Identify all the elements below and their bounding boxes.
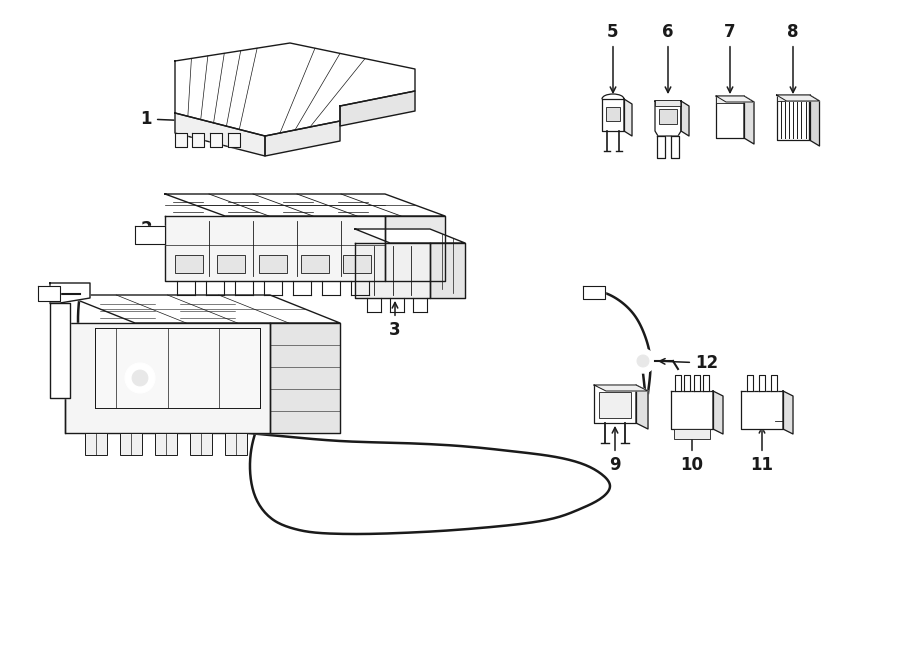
Polygon shape: [583, 286, 605, 299]
Text: 7: 7: [724, 23, 736, 93]
Polygon shape: [636, 385, 648, 429]
Polygon shape: [783, 391, 793, 434]
Bar: [120, 433, 142, 455]
Bar: [190, 433, 212, 455]
Polygon shape: [95, 328, 260, 408]
Polygon shape: [759, 375, 765, 391]
Text: 8: 8: [788, 23, 799, 93]
Text: 9: 9: [609, 428, 621, 474]
Bar: [217, 255, 245, 273]
Polygon shape: [175, 43, 415, 136]
Polygon shape: [270, 323, 340, 433]
Polygon shape: [50, 303, 70, 398]
Polygon shape: [175, 133, 187, 147]
Polygon shape: [675, 375, 681, 391]
Polygon shape: [681, 101, 689, 136]
Polygon shape: [594, 385, 648, 391]
Polygon shape: [809, 95, 820, 146]
Polygon shape: [340, 91, 415, 126]
Polygon shape: [716, 96, 744, 138]
Polygon shape: [716, 96, 754, 102]
Polygon shape: [210, 133, 222, 147]
Text: 10: 10: [680, 428, 704, 474]
Text: 3: 3: [389, 303, 400, 339]
Polygon shape: [771, 375, 777, 391]
Polygon shape: [694, 375, 700, 391]
Text: 1: 1: [140, 110, 191, 128]
Polygon shape: [602, 99, 624, 131]
Polygon shape: [50, 283, 90, 303]
Text: 5: 5: [608, 23, 619, 93]
Bar: [599, 392, 631, 418]
Polygon shape: [655, 101, 681, 136]
Bar: [674, 429, 710, 439]
Bar: [655, 100, 681, 106]
Text: 2: 2: [140, 220, 191, 238]
Polygon shape: [777, 95, 820, 101]
Text: 12: 12: [660, 354, 718, 372]
Bar: [659, 109, 677, 124]
Bar: [225, 433, 247, 455]
Bar: [175, 255, 203, 273]
Polygon shape: [355, 243, 430, 298]
Polygon shape: [385, 216, 445, 281]
Polygon shape: [430, 243, 465, 298]
Bar: [343, 255, 371, 273]
Polygon shape: [777, 95, 809, 140]
Polygon shape: [747, 375, 753, 391]
Polygon shape: [741, 391, 783, 429]
Polygon shape: [65, 295, 340, 323]
Polygon shape: [65, 323, 270, 433]
Polygon shape: [175, 113, 265, 156]
Bar: [777, 94, 809, 101]
Polygon shape: [703, 375, 709, 391]
Circle shape: [631, 349, 655, 373]
Polygon shape: [671, 136, 679, 158]
Circle shape: [132, 370, 148, 386]
Polygon shape: [657, 136, 665, 158]
Bar: [301, 255, 329, 273]
Polygon shape: [624, 99, 632, 136]
Polygon shape: [265, 121, 340, 156]
Polygon shape: [594, 385, 636, 423]
Polygon shape: [355, 229, 465, 243]
Polygon shape: [165, 216, 385, 281]
Circle shape: [637, 355, 649, 367]
Bar: [259, 255, 287, 273]
Polygon shape: [744, 96, 754, 144]
Bar: [606, 107, 620, 121]
Bar: [155, 433, 177, 455]
Text: 11: 11: [751, 428, 773, 474]
Text: 6: 6: [662, 23, 674, 93]
Polygon shape: [192, 133, 204, 147]
Bar: [85, 433, 107, 455]
Polygon shape: [38, 286, 60, 301]
Bar: [716, 95, 744, 103]
Polygon shape: [135, 226, 165, 244]
Polygon shape: [671, 391, 713, 429]
Polygon shape: [684, 375, 690, 391]
Polygon shape: [228, 133, 240, 147]
Text: 4: 4: [63, 330, 111, 348]
Circle shape: [125, 363, 155, 393]
Polygon shape: [713, 391, 723, 434]
Polygon shape: [165, 194, 445, 216]
